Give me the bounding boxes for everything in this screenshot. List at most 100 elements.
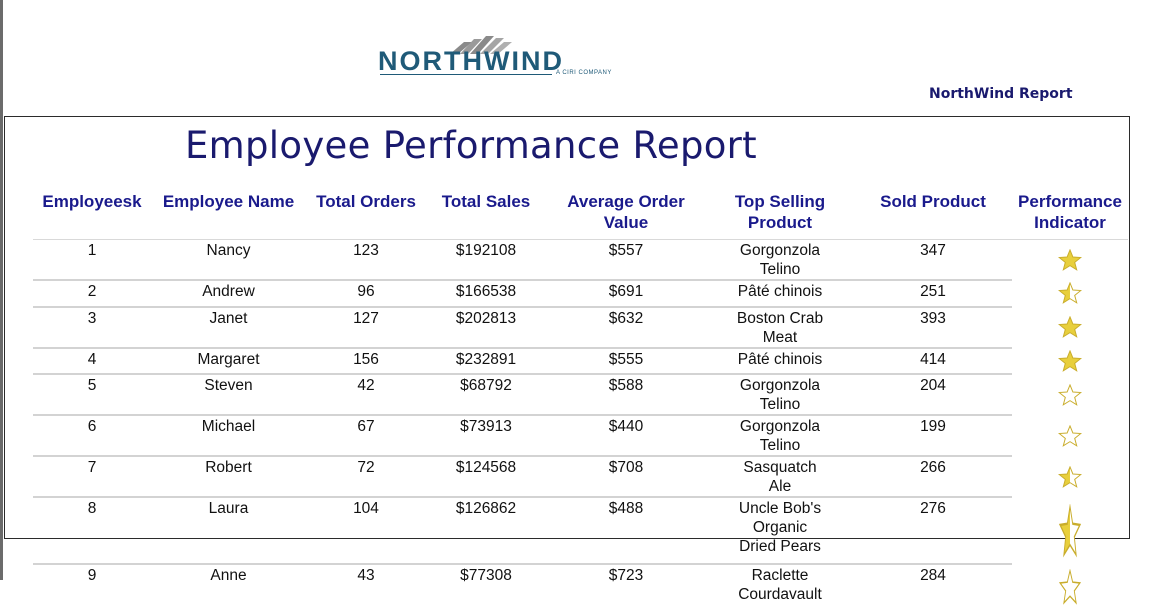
column-header: Employee Name: [151, 190, 306, 240]
sold-product-cell: 347: [854, 240, 1012, 281]
average-order-value-cell: $440: [546, 415, 706, 456]
performance-indicator-cell: [1012, 348, 1128, 375]
performance-indicator-cell: [1012, 240, 1128, 281]
sold-product-cell: 266: [854, 456, 1012, 497]
report-title: Employee Performance Report: [185, 124, 757, 167]
employeesk-cell: 4: [33, 348, 151, 375]
half-star-icon: [1059, 504, 1081, 558]
total-orders-cell: 123: [306, 240, 426, 281]
employee-name-cell: Margaret: [151, 348, 306, 375]
employeesk-cell: 5: [33, 374, 151, 415]
sold-product-cell: 204: [854, 374, 1012, 415]
top-selling-product-cell: Gorgonzola Telino: [706, 415, 854, 456]
average-order-value-cell: $708: [546, 456, 706, 497]
empty-star-icon: [1059, 569, 1081, 605]
employee-name-cell: Anne: [151, 564, 306, 610]
average-order-value-cell: $557: [546, 240, 706, 281]
half-star-icon: [1058, 466, 1082, 488]
top-selling-product-cell: Raclette Courdavault: [706, 564, 854, 610]
column-header: Performance Indicator: [1012, 190, 1128, 240]
employeesk-cell: 3: [33, 307, 151, 348]
employee-name-cell: Nancy: [151, 240, 306, 281]
average-order-value-cell: $632: [546, 307, 706, 348]
top-selling-product-cell: Gorgonzola Telino: [706, 374, 854, 415]
top-selling-product-cell: Pâté chinois: [706, 348, 854, 375]
average-order-value-cell: $555: [546, 348, 706, 375]
total-orders-cell: 43: [306, 564, 426, 610]
sold-product-cell: 393: [854, 307, 1012, 348]
average-order-value-cell: $488: [546, 497, 706, 564]
performance-indicator-cell: [1012, 497, 1128, 564]
employee-name-cell: Steven: [151, 374, 306, 415]
employeesk-cell: 6: [33, 415, 151, 456]
employeesk-cell: 9: [33, 564, 151, 610]
column-header: Average Order Value: [546, 190, 706, 240]
sold-product-cell: 251: [854, 280, 1012, 307]
employeesk-cell: 8: [33, 497, 151, 564]
employee-name-cell: Robert: [151, 456, 306, 497]
total-sales-cell: $73913: [426, 415, 546, 456]
total-orders-cell: 96: [306, 280, 426, 307]
performance-indicator-cell: [1012, 280, 1128, 307]
column-header: Total Sales: [426, 190, 546, 240]
performance-indicator-cell: [1012, 415, 1128, 456]
performance-indicator-cell: [1012, 307, 1128, 348]
column-header: Employeesk: [33, 190, 151, 240]
average-order-value-cell: $588: [546, 374, 706, 415]
sold-product-cell: 199: [854, 415, 1012, 456]
employee-name-cell: Andrew: [151, 280, 306, 307]
top-selling-product-cell: Sasquatch Ale: [706, 456, 854, 497]
employee-name-cell: Janet: [151, 307, 306, 348]
sold-product-cell: 414: [854, 348, 1012, 375]
employeesk-cell: 7: [33, 456, 151, 497]
average-order-value-cell: $691: [546, 280, 706, 307]
total-sales-cell: $77308: [426, 564, 546, 610]
column-header: Sold Product: [854, 190, 1012, 240]
employee-table: Employeesk Employee Name Total Orders To…: [33, 190, 1128, 610]
employeesk-cell: 2: [33, 280, 151, 307]
empty-star-icon: [1058, 425, 1082, 447]
logo-underline: [380, 74, 552, 75]
full-star-icon: [1058, 249, 1082, 271]
total-orders-cell: 104: [306, 497, 426, 564]
total-sales-cell: $124568: [426, 456, 546, 497]
total-orders-cell: 67: [306, 415, 426, 456]
report-name: NorthWind Report: [929, 86, 1073, 102]
total-sales-cell: $202813: [426, 307, 546, 348]
column-header: Total Orders: [306, 190, 426, 240]
full-star-icon: [1058, 316, 1082, 338]
top-selling-product-cell: Boston Crab Meat: [706, 307, 854, 348]
total-orders-cell: 127: [306, 307, 426, 348]
window-edge: [0, 0, 3, 580]
average-order-value-cell: $723: [546, 564, 706, 610]
column-header: Top Selling Product: [706, 190, 854, 240]
half-star-icon: [1058, 282, 1082, 304]
employeesk-cell: 1: [33, 240, 151, 281]
employee-name-cell: Michael: [151, 415, 306, 456]
total-sales-cell: $68792: [426, 374, 546, 415]
table-header-row: Employeesk Employee Name Total Orders To…: [33, 190, 1128, 240]
total-orders-cell: 72: [306, 456, 426, 497]
top-selling-product-cell: Uncle Bob's Organic Dried Pears: [706, 497, 854, 564]
top-selling-product-cell: Gorgonzola Telino: [706, 240, 854, 281]
performance-indicator-cell: [1012, 456, 1128, 497]
performance-indicator-cell: [1012, 564, 1128, 610]
sold-product-cell: 276: [854, 497, 1012, 564]
total-sales-cell: $232891: [426, 348, 546, 375]
northwind-logo: NORTHWIND A CIRI COMPANY: [378, 34, 638, 80]
logo-wordmark: NORTHWIND: [378, 47, 564, 75]
full-star-icon: [1058, 350, 1082, 372]
performance-indicator-cell: [1012, 374, 1128, 415]
empty-star-icon: [1058, 384, 1082, 406]
top-selling-product-cell: Pâté chinois: [706, 280, 854, 307]
